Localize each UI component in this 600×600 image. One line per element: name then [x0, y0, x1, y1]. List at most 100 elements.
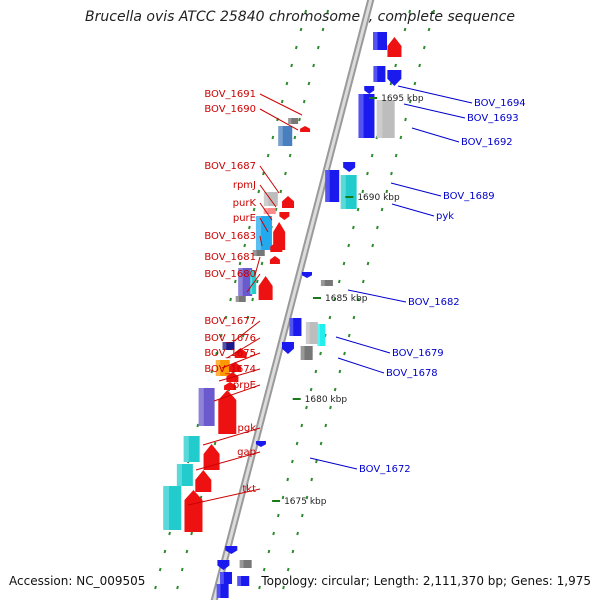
callout-lines: [187, 85, 473, 506]
track-dot: [291, 459, 294, 464]
track-dot: [312, 63, 315, 68]
feature-forward: [183, 436, 200, 462]
gene-label-right: pyk: [436, 211, 454, 222]
feature-forward-shade: [163, 486, 170, 530]
feature-reverse: [343, 162, 356, 172]
feature-forward: [163, 486, 182, 530]
feature-forward-shade: [215, 360, 221, 376]
gene-label-left: BOV_1690: [204, 104, 256, 115]
feature-forward: [255, 216, 272, 250]
track-dot: [305, 495, 309, 500]
track-dot: [418, 63, 421, 68]
track-dot: [251, 297, 254, 302]
gene-label-right: BOV_1692: [461, 137, 513, 148]
gene-label-left: BOV_1691: [204, 89, 256, 100]
feature-forward-shade: [250, 270, 253, 294]
track-dot: [215, 351, 218, 356]
feature-forward-shade: [263, 192, 269, 206]
track-dot: [302, 99, 306, 104]
gene-label-left: pgk: [238, 423, 257, 434]
track-dot: [229, 297, 232, 302]
feature-reverse: [320, 280, 333, 286]
track-dot: [399, 135, 403, 140]
feature-forward: [234, 348, 247, 358]
feature-forward: [387, 37, 402, 57]
track-dot: [233, 279, 237, 284]
feature-reverse: [225, 546, 238, 554]
gene-label-left: BOV_1687: [204, 161, 256, 172]
feature-reverse: [302, 272, 313, 278]
callout-right: [335, 336, 391, 354]
feature-forward-shade: [288, 118, 292, 124]
track-dot: [255, 279, 259, 284]
feature-forward-shade: [198, 388, 204, 426]
track-dot: [305, 405, 308, 410]
feature-reverse: [317, 324, 326, 346]
track-dot: [274, 207, 278, 212]
track-dot: [380, 207, 384, 212]
callout-left: [202, 427, 261, 446]
callout-right: [397, 85, 473, 104]
callout-left: [221, 352, 261, 369]
track-dot: [394, 153, 398, 158]
feature-reverse-shade: [325, 170, 330, 202]
track-dot: [342, 261, 346, 266]
gene-label-right: BOV_1689: [443, 191, 495, 202]
callout-left: [187, 488, 261, 506]
track-dot: [309, 387, 313, 392]
feature-reverse-shade: [373, 66, 378, 82]
track-dot: [291, 549, 295, 554]
track-dot: [300, 423, 304, 428]
track-dot: [271, 135, 275, 140]
track-dot: [390, 171, 393, 176]
track-dot: [370, 153, 374, 158]
track-dot: [343, 351, 346, 356]
feature-reverse: [376, 100, 395, 138]
track-dot: [385, 189, 389, 194]
feature-forward: [263, 208, 276, 214]
track-dot: [300, 513, 304, 518]
track-dot: [366, 261, 370, 266]
track-dot: [219, 333, 223, 338]
gene-label-left: BOV_1675: [204, 348, 256, 359]
track-dot: [394, 63, 397, 68]
track-dot: [272, 531, 275, 536]
feature-reverse: [217, 560, 230, 570]
callout-left: [259, 108, 299, 131]
track-dot: [347, 243, 351, 248]
kbp-label: 1695 kbp: [381, 94, 424, 104]
track-dot: [298, 117, 301, 122]
kbp-label: 1685 kbp: [325, 294, 368, 304]
feature-reverse-shade: [340, 175, 346, 209]
gene-label-left: BOV_1683: [204, 231, 256, 242]
track-dot: [361, 279, 365, 284]
gene-features: [163, 32, 402, 598]
gene-labels: BOV_1691 BOV_1690 BOV_1687 rpmJ purK purE BOV_…: [204, 89, 525, 495]
feature-forward: [288, 118, 299, 124]
gene-label-left: BOV_1681: [204, 252, 256, 263]
track-dot: [422, 45, 426, 50]
track-dot: [176, 585, 179, 590]
callout-right: [309, 457, 358, 470]
gene-label-left: BOV_1677: [204, 316, 256, 327]
gene-label-right: BOV_1693: [467, 113, 519, 124]
feature-forward: [279, 212, 290, 220]
track-dot: [168, 531, 171, 536]
callout-right: [403, 103, 466, 119]
callout-left: [232, 320, 261, 343]
feature-forward-shade: [183, 436, 189, 462]
track-dot: [290, 63, 293, 68]
track-dot: [324, 423, 328, 428]
callout-left: [259, 165, 280, 194]
chromosome-backbone: [210, 0, 375, 600]
feature-forward-shade: [235, 296, 239, 302]
callout-right: [347, 289, 407, 303]
track-dot: [257, 189, 261, 194]
track-dot: [299, 27, 303, 32]
feature-forward-shade: [255, 216, 262, 250]
feature-reverse: [373, 32, 388, 50]
gene-label-left: prpE: [233, 380, 256, 391]
track-dot: [371, 243, 375, 248]
callout-left: [218, 368, 261, 382]
feature-reverse-shade: [289, 318, 294, 336]
